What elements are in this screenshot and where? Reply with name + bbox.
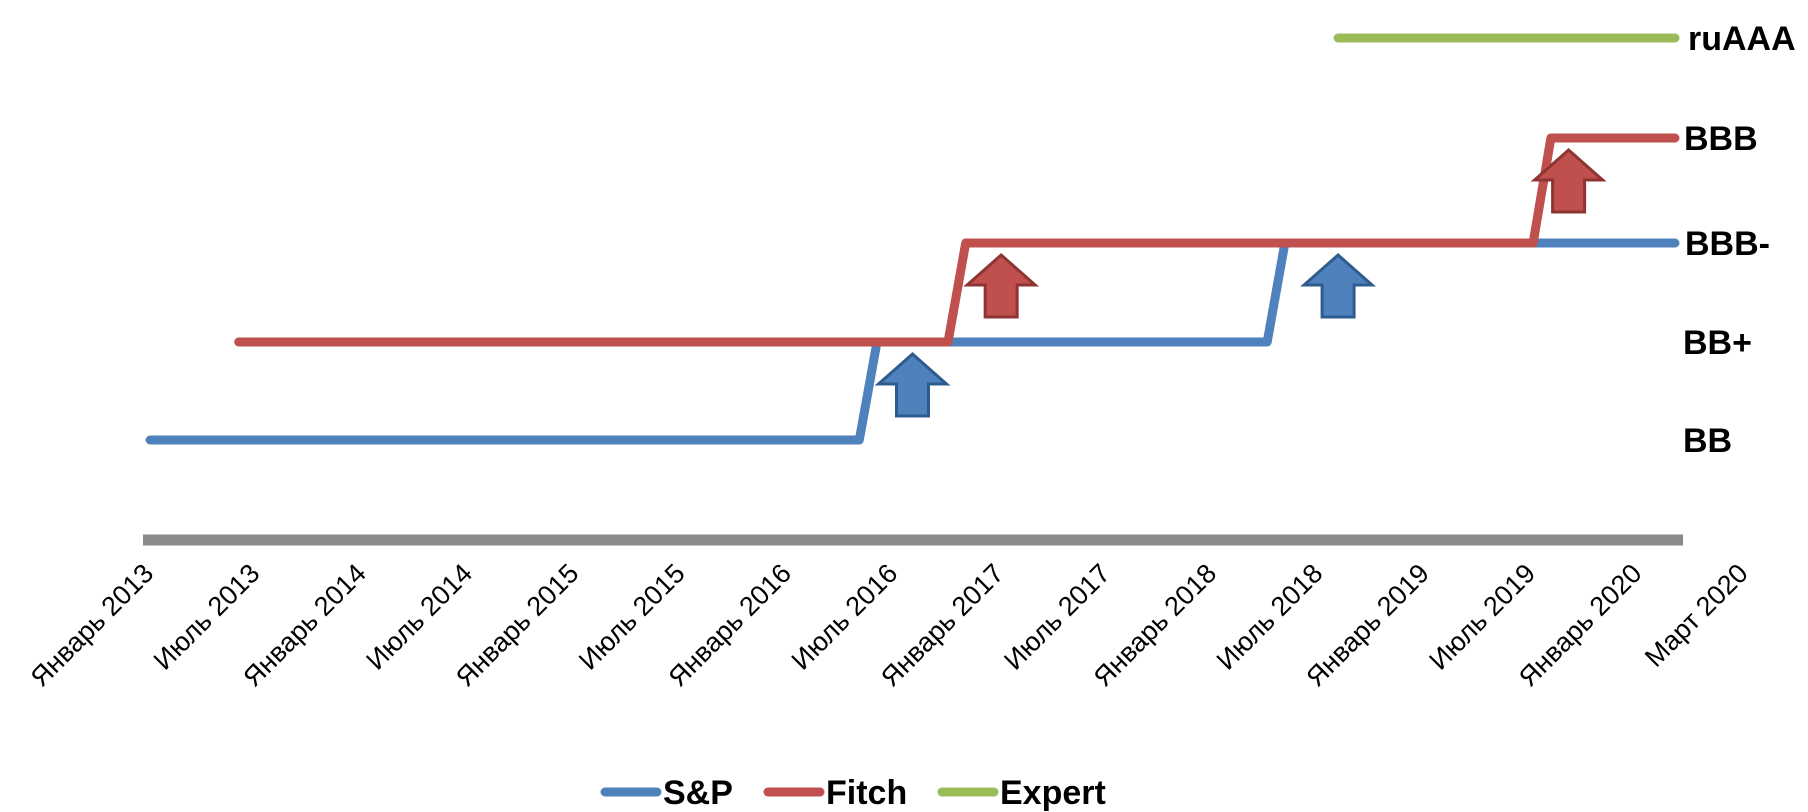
x-tick-label: Июль 2017	[998, 558, 1116, 676]
upgrade-arrow-icon	[1300, 252, 1377, 319]
x-tick-label: Июль 2014	[360, 558, 478, 676]
level-label: ruAAA	[1688, 20, 1796, 58]
x-tick-label: Март 2020	[1639, 558, 1754, 673]
level-label: BBB-	[1685, 225, 1770, 263]
x-tick-label: Июль 2016	[786, 558, 904, 676]
upgrade-arrow-icon	[963, 252, 1040, 319]
legend-label: S&P	[663, 774, 733, 812]
x-tick-label: Июль 2019	[1423, 558, 1541, 676]
level-label: BBB	[1684, 120, 1758, 158]
x-tick-label: Январь 2013	[25, 558, 159, 692]
x-tick-label: Июль 2018	[1211, 558, 1329, 676]
legend-label: Fitch	[826, 774, 907, 812]
series-line-fitch	[234, 133, 1680, 347]
upgrade-arrow-icon	[874, 351, 951, 418]
x-tick-label: Июль 2015	[573, 558, 691, 676]
level-label: BB	[1683, 422, 1732, 460]
upgrade-arrow-icon	[1530, 147, 1607, 214]
legend-label: Expert	[1000, 774, 1106, 812]
level-label: BB+	[1683, 324, 1752, 362]
x-tick-label: Июль 2013	[148, 558, 266, 676]
